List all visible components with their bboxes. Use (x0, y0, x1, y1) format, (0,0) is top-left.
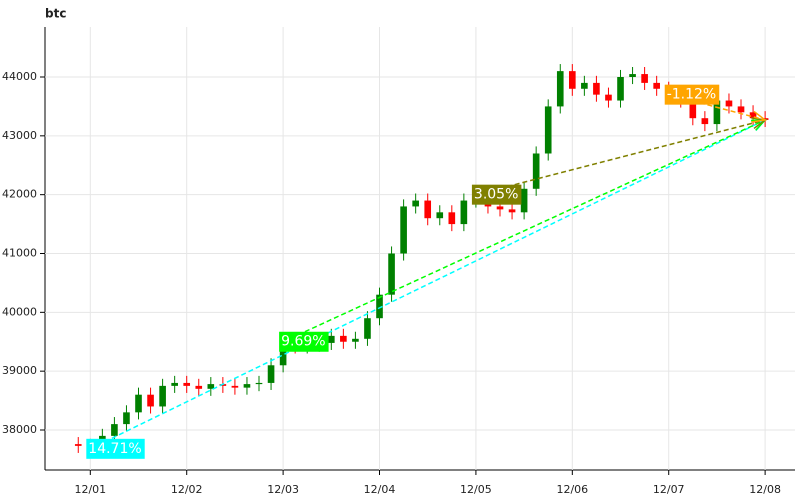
candle-body (713, 100, 721, 125)
candle-body (207, 384, 215, 389)
candle-body (749, 112, 757, 119)
x-tick-label: 12/05 (460, 483, 492, 496)
y-tick-label: 42000 (2, 188, 37, 201)
candle-body (412, 200, 419, 207)
candle-body (195, 385, 203, 389)
arrow-head (751, 110, 767, 123)
annotation-label: 9.69% (281, 334, 325, 350)
candle-body (135, 394, 142, 413)
annotation-box (664, 84, 720, 105)
y-tick-label: 41000 (2, 247, 37, 260)
candle-body (581, 82, 588, 89)
x-tick-label: 12/08 (749, 483, 781, 496)
candle-body (568, 71, 576, 89)
candle-body (556, 71, 564, 107)
candle-body (593, 82, 600, 95)
candle-body (243, 384, 251, 388)
candle-body (448, 212, 456, 225)
trend-line (282, 119, 766, 343)
annotation-box (471, 184, 522, 205)
candle-body (508, 209, 516, 213)
candle-body (183, 382, 191, 386)
candle-body (520, 188, 528, 213)
annotation-label: 3.05% (474, 187, 518, 203)
candle-body (147, 394, 154, 407)
annotation-box (279, 331, 329, 352)
annotation-label: 14.71% (88, 441, 141, 457)
candle-body (159, 385, 166, 407)
candle-body (171, 382, 178, 386)
candle-body (653, 82, 660, 89)
y-tick-label: 44000 (2, 70, 37, 83)
candle-body (737, 106, 745, 113)
candle-body (364, 318, 371, 339)
candle-body (352, 338, 359, 342)
candle-body (74, 444, 82, 446)
candle-body (544, 106, 552, 154)
candle-body (388, 253, 395, 295)
candle-body (532, 153, 540, 189)
y-tick-label: 40000 (2, 305, 37, 318)
candle-body (617, 77, 624, 101)
grid (45, 27, 795, 470)
y-tick-label: 39000 (2, 364, 37, 377)
candle-body (376, 294, 383, 319)
x-tick-label: 12/06 (556, 483, 588, 496)
candle-body (629, 74, 636, 78)
candle-body (436, 212, 444, 219)
candle-body (605, 94, 612, 101)
candle-body (327, 335, 335, 343)
y-tick-label: 38000 (2, 423, 37, 436)
candle-body (725, 100, 733, 107)
x-tick-label: 12/07 (653, 483, 685, 496)
candle-body (701, 118, 709, 125)
chart-title: btc (45, 7, 66, 21)
x-tick-label: 12/02 (171, 483, 203, 496)
trend-line (89, 119, 766, 450)
trend-line (475, 119, 766, 196)
candle-body (641, 74, 648, 83)
annotation-label: -1.12% (667, 87, 717, 103)
candle-body (689, 100, 697, 119)
y-tick-label: 43000 (2, 129, 37, 142)
candle-body (267, 365, 275, 383)
candle-body (231, 385, 239, 388)
candle-body (460, 200, 468, 225)
candle-body (111, 424, 118, 436)
x-tick-label: 12/04 (364, 483, 396, 496)
candle-body (279, 341, 287, 366)
x-tick-label: 12/03 (267, 483, 299, 496)
candle-body (496, 206, 504, 210)
candle-body (424, 200, 432, 219)
x-tick-label: 12/01 (74, 483, 106, 496)
candle-body (255, 382, 263, 385)
candle-body (400, 206, 407, 254)
candle-body (340, 335, 347, 342)
candle-body (123, 412, 130, 425)
annotation-box (86, 438, 145, 459)
